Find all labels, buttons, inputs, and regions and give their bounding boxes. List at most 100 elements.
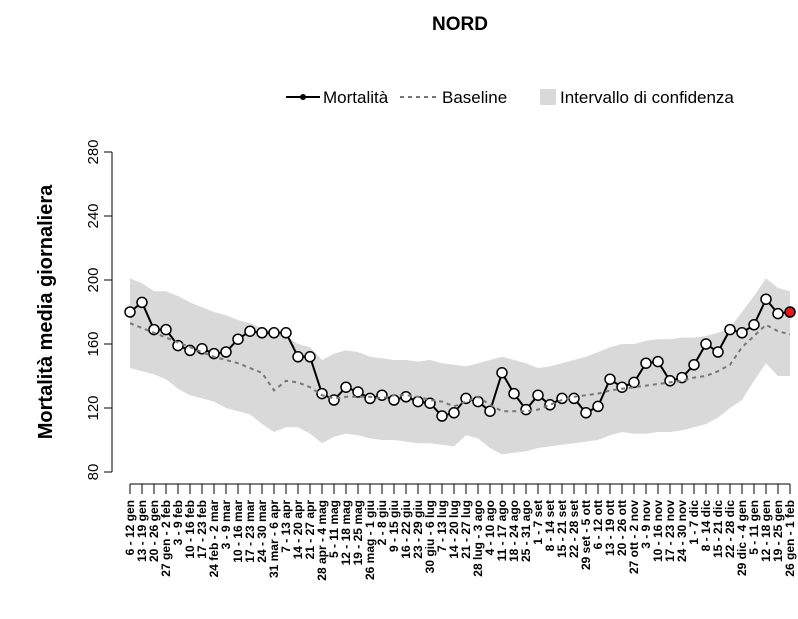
x-tick-label: 13 - 19 gen: [135, 500, 149, 562]
data-point: [556, 392, 568, 405]
x-tick-label: 6 - 12 ott: [591, 500, 605, 549]
data-point: [316, 387, 328, 400]
x-tick-label: 24 - 30 mar: [255, 500, 269, 563]
data-point: [220, 346, 232, 358]
x-tick-label: 25 - 31 ago: [519, 500, 533, 562]
x-tick-label: 3 - 9 nov: [639, 500, 653, 549]
x-tick-label: 3 - 9 feb: [171, 500, 185, 545]
data-point: [292, 351, 304, 363]
x-tick-label: 24 feb - 2 mar: [207, 500, 221, 578]
data-point: [124, 306, 136, 318]
x-tick-label: 1 - 7 set: [531, 500, 545, 545]
y-tick-label: 240: [85, 203, 102, 228]
data-point: [148, 323, 160, 336]
data-point: [712, 346, 724, 358]
x-tick-label: 8 - 14 dic: [699, 500, 713, 552]
data-point: [640, 357, 652, 369]
x-tick-label: 15 - 21 set: [555, 500, 569, 558]
x-tick-label: 28 lug - 3 ago: [471, 500, 485, 577]
data-point: [544, 399, 556, 411]
data-point: [616, 381, 628, 393]
x-tick-label: 27 ott - 2 nov: [627, 500, 641, 574]
x-tick-label: 10 - 16 nov: [651, 500, 665, 562]
x-tick-label: 29 set - 5 ott: [579, 500, 593, 570]
data-point: [688, 359, 700, 371]
data-point: [604, 373, 616, 385]
legend-symbol: [540, 89, 556, 105]
data-point: [208, 347, 220, 360]
data-point: [784, 306, 796, 318]
data-point: [568, 392, 580, 405]
x-tick-label: 19 - 25 gen: [771, 500, 785, 562]
x-tick-label: 17 - 23 nov: [663, 500, 677, 562]
y-tick-label: 80: [85, 464, 102, 481]
x-tick-label: 19 - 25 mag: [351, 500, 365, 565]
baseline-line: [129, 322, 791, 413]
data-point: [724, 323, 736, 336]
y-tick-label: 280: [85, 139, 102, 164]
x-tick-label: 4 - 10 ago: [483, 500, 497, 555]
data-point: [412, 395, 424, 408]
x-tick-label: 7 - 13 lug: [435, 500, 449, 552]
data-point: [748, 319, 760, 331]
data-point: [736, 327, 748, 339]
x-tick-label: 21 - 27 apr: [303, 500, 317, 560]
data-point: [280, 327, 292, 339]
data-point: [340, 381, 352, 393]
x-tick-label: 15 - 21 dic: [711, 500, 725, 558]
data-point: [436, 410, 448, 422]
x-tick-label: 17 - 23 feb: [195, 500, 209, 559]
x-tick-label: 5 - 11 mag: [327, 500, 341, 558]
data-point: [520, 403, 532, 416]
x-tick-label: 7 - 13 apr: [279, 500, 293, 553]
x-tick-label: 20 - 26 ott: [615, 500, 629, 556]
data-point: [196, 343, 208, 355]
x-tick-label: 10 - 16 feb: [183, 500, 197, 559]
x-tick-label: 9 - 15 giu: [387, 500, 401, 552]
data-point: [172, 339, 184, 352]
x-tick-label: 8 - 14 set: [543, 500, 557, 551]
x-tick-label: 30 giu - 6 lug: [423, 500, 437, 573]
data-point: [700, 338, 712, 350]
x-tick-label: 11 - 17 ago: [495, 500, 509, 561]
legend-label: Baseline: [442, 88, 507, 107]
data-point: [628, 376, 640, 389]
data-point: [364, 392, 376, 405]
data-point: [532, 389, 544, 401]
x-tick-label: 5 - 11 gen: [747, 500, 761, 555]
x-tick-label: 18 - 24 ago: [507, 500, 521, 562]
y-tick-label: 120: [85, 395, 102, 420]
data-point: [388, 394, 400, 406]
x-tick-label: 24 - 30 nov: [675, 500, 689, 562]
x-tick-label: 26 mag - 1 giu: [363, 500, 377, 580]
data-point: [472, 395, 484, 408]
y-tick-label: 200: [85, 267, 102, 292]
x-tick-label: 29 dic - 4 gen: [735, 500, 749, 576]
data-point: [760, 293, 772, 305]
data-point: [772, 307, 784, 320]
legend-label: Intervallo di confidenza: [560, 88, 734, 107]
data-point: [592, 400, 604, 413]
confidence-band: [130, 278, 790, 455]
data-point: [352, 386, 364, 398]
data-point: [508, 387, 520, 400]
x-tick-label: 22 - 28 dic: [723, 500, 737, 558]
data-point: [268, 327, 280, 339]
data-point: [304, 351, 316, 363]
x-tick-label: 20 - 26 gen: [147, 500, 161, 562]
x-tick-label: 26 gen - 1 feb: [783, 500, 797, 577]
x-tick-label: 16 - 22 giu: [399, 500, 413, 559]
x-tick-label: 10 - 16 mar: [231, 500, 245, 563]
data-point: [136, 296, 148, 309]
x-tick-label: 13 - 19 ott: [603, 500, 617, 556]
data-point: [484, 405, 496, 417]
data-point: [676, 371, 688, 384]
data-point: [652, 355, 664, 368]
data-point: [244, 325, 256, 337]
x-tick-label: 22 - 28 set: [567, 500, 581, 558]
data-point: [664, 375, 676, 387]
data-point: [160, 323, 172, 336]
x-tick-label: 14 - 20 apr: [291, 500, 305, 560]
legend-symbol: [300, 94, 306, 100]
